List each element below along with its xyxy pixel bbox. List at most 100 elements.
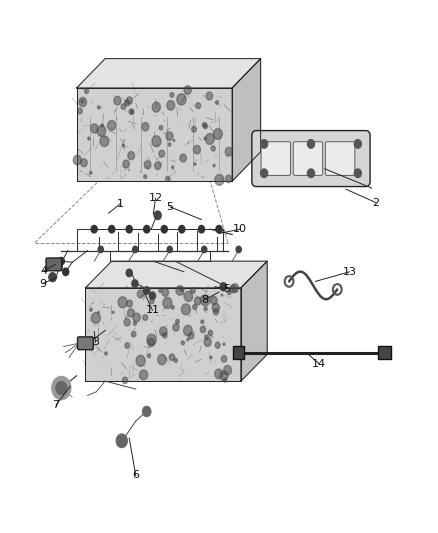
Text: 1: 1 [117,199,124,208]
Circle shape [193,304,197,310]
Circle shape [142,406,151,417]
Circle shape [73,155,81,165]
Circle shape [201,295,210,306]
Circle shape [81,159,87,167]
Circle shape [206,92,213,100]
Circle shape [122,377,128,384]
Circle shape [159,327,167,336]
Text: 7: 7 [53,400,60,410]
Circle shape [109,225,115,233]
Circle shape [198,225,205,233]
Circle shape [307,169,314,177]
Circle shape [173,140,175,142]
Circle shape [85,89,88,93]
Circle shape [134,321,137,325]
Circle shape [129,109,134,115]
Circle shape [162,333,167,338]
Circle shape [204,338,211,346]
Circle shape [63,268,69,276]
Circle shape [58,257,64,265]
Circle shape [121,104,126,109]
Circle shape [101,124,104,127]
Circle shape [49,272,57,282]
Circle shape [174,359,177,362]
Circle shape [192,126,196,132]
Circle shape [201,320,204,324]
Circle shape [79,98,87,107]
Circle shape [211,146,215,151]
Circle shape [170,354,175,360]
FancyBboxPatch shape [233,346,244,359]
Circle shape [142,123,149,131]
Circle shape [212,303,219,312]
Circle shape [166,176,170,182]
Circle shape [56,263,62,270]
Circle shape [210,356,212,359]
Circle shape [179,225,185,233]
Circle shape [201,246,207,253]
Bar [85,288,241,381]
Circle shape [211,296,217,304]
Circle shape [213,164,215,167]
Circle shape [177,94,186,105]
Text: 8: 8 [201,295,208,304]
Circle shape [126,269,132,277]
Circle shape [223,378,226,382]
Polygon shape [241,261,267,381]
Circle shape [205,133,214,144]
Circle shape [148,338,155,346]
Circle shape [171,305,174,309]
Circle shape [127,97,132,104]
Circle shape [100,136,109,147]
Circle shape [91,124,98,133]
Text: 12: 12 [148,193,162,203]
Text: 4: 4 [40,266,47,276]
Polygon shape [77,59,261,88]
FancyBboxPatch shape [78,337,93,350]
Circle shape [89,171,92,174]
Text: 11: 11 [145,305,159,315]
Circle shape [162,288,169,296]
Circle shape [128,151,134,160]
Circle shape [158,354,166,365]
Circle shape [166,132,173,140]
FancyBboxPatch shape [252,131,370,187]
Bar [77,88,232,181]
Circle shape [125,343,130,348]
Circle shape [184,86,191,94]
Circle shape [354,169,361,177]
Circle shape [173,324,179,331]
Circle shape [225,147,233,156]
Circle shape [191,288,195,293]
Text: 6: 6 [132,471,139,480]
Circle shape [159,126,163,130]
Text: 3: 3 [92,337,99,347]
Circle shape [98,106,100,109]
Circle shape [176,319,179,324]
Circle shape [205,335,208,340]
Circle shape [126,225,132,233]
Circle shape [261,140,268,148]
Circle shape [81,100,84,103]
Circle shape [188,333,194,339]
Circle shape [213,309,219,315]
Circle shape [154,211,161,220]
Circle shape [161,225,167,233]
Circle shape [194,163,196,165]
Circle shape [114,96,121,105]
Circle shape [124,319,130,326]
Circle shape [181,341,184,345]
Circle shape [221,294,223,296]
Circle shape [163,297,172,309]
Circle shape [139,370,148,380]
Circle shape [152,102,160,112]
FancyBboxPatch shape [46,258,62,271]
Circle shape [236,246,241,253]
Circle shape [97,126,106,136]
Circle shape [112,311,114,313]
Circle shape [224,366,232,375]
Circle shape [91,225,97,233]
Polygon shape [85,261,267,288]
Circle shape [208,330,212,336]
Circle shape [196,103,201,109]
